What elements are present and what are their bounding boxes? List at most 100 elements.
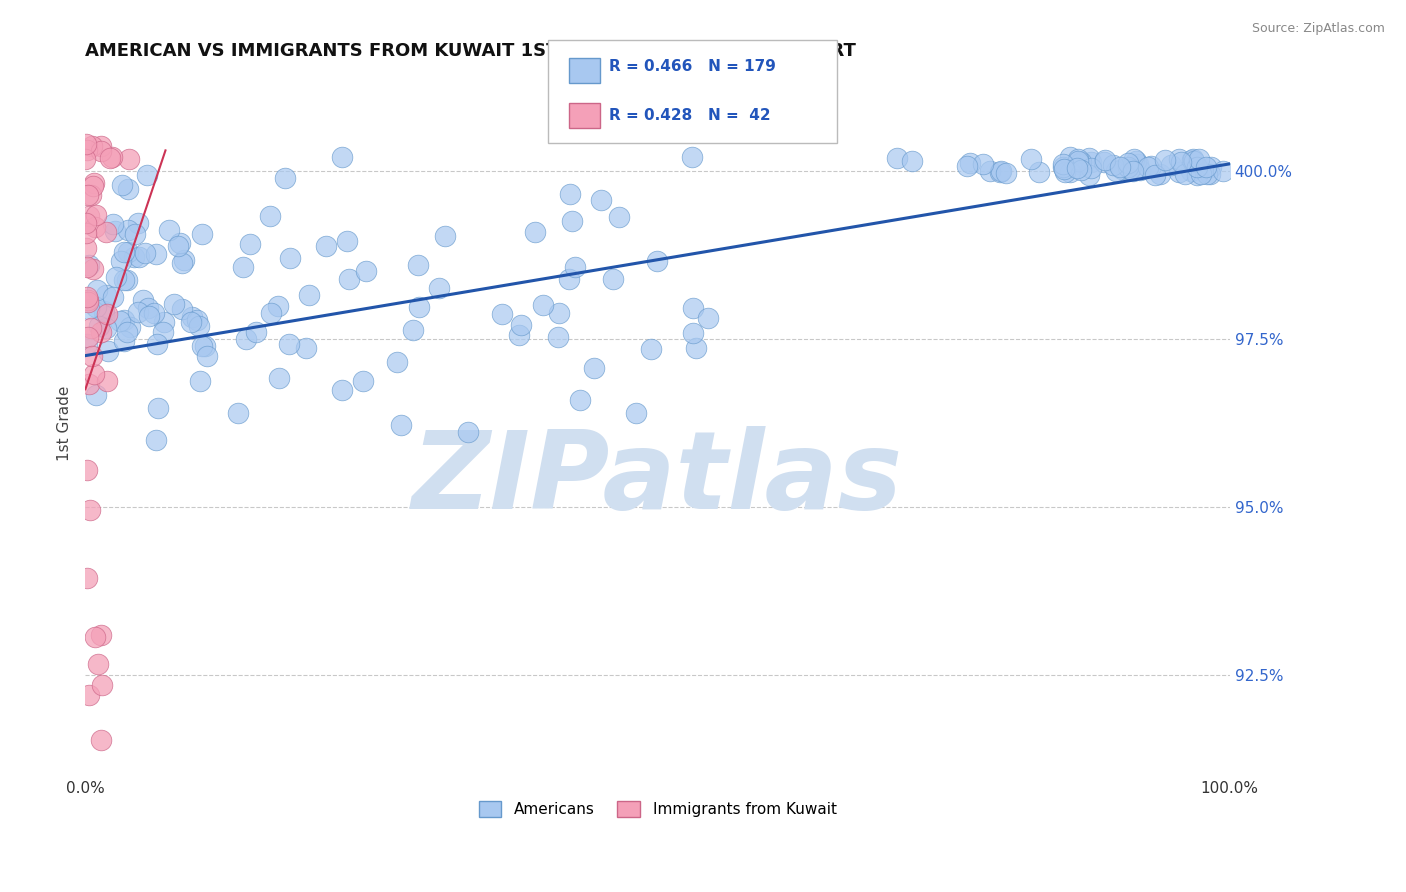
Point bbox=[76, 293, 98, 307]
Point bbox=[685, 341, 707, 355]
Point bbox=[1053, 164, 1076, 178]
Point bbox=[84, 208, 107, 222]
Point bbox=[696, 310, 718, 325]
Point bbox=[83, 176, 105, 190]
Point bbox=[1080, 154, 1102, 169]
Point bbox=[138, 310, 160, 324]
Point bbox=[112, 272, 135, 286]
Point bbox=[77, 295, 100, 310]
Point bbox=[186, 312, 208, 326]
Point bbox=[1066, 153, 1088, 168]
Point bbox=[118, 152, 141, 166]
Point bbox=[1180, 164, 1202, 178]
Text: Source: ZipAtlas.com: Source: ZipAtlas.com bbox=[1251, 22, 1385, 36]
Point bbox=[138, 301, 160, 315]
Point bbox=[112, 313, 135, 327]
Point bbox=[1199, 160, 1222, 174]
Point bbox=[564, 260, 586, 275]
Point bbox=[972, 157, 994, 171]
Point bbox=[90, 733, 112, 747]
Point bbox=[267, 299, 290, 313]
Point bbox=[145, 247, 167, 261]
Point bbox=[96, 307, 118, 321]
Point bbox=[179, 315, 201, 329]
Point bbox=[1066, 161, 1088, 176]
Point bbox=[491, 307, 513, 321]
Point bbox=[115, 325, 138, 339]
Point bbox=[94, 226, 117, 240]
Point bbox=[101, 150, 124, 164]
Point bbox=[80, 138, 103, 153]
Point bbox=[1053, 161, 1076, 176]
Point bbox=[408, 300, 430, 314]
Point bbox=[188, 374, 211, 388]
Point bbox=[1059, 165, 1081, 179]
Point bbox=[103, 290, 125, 304]
Point bbox=[77, 210, 100, 224]
Point bbox=[146, 336, 169, 351]
Point bbox=[83, 368, 105, 382]
Point bbox=[259, 209, 281, 223]
Point bbox=[1067, 153, 1090, 167]
Point bbox=[122, 250, 145, 264]
Point bbox=[332, 150, 354, 164]
Point bbox=[1185, 161, 1208, 175]
Point bbox=[136, 168, 159, 182]
Point bbox=[76, 260, 98, 275]
Point bbox=[1189, 167, 1212, 181]
Point bbox=[956, 159, 979, 173]
Point bbox=[75, 152, 97, 166]
Point bbox=[90, 325, 112, 339]
Point bbox=[682, 301, 704, 316]
Point bbox=[132, 293, 155, 307]
Point bbox=[901, 153, 924, 168]
Point bbox=[1181, 152, 1204, 166]
Point bbox=[117, 182, 139, 196]
Point bbox=[1069, 157, 1091, 171]
Point bbox=[128, 250, 150, 264]
Point bbox=[76, 330, 98, 344]
Point bbox=[1116, 160, 1139, 174]
Point bbox=[1122, 164, 1144, 178]
Point bbox=[117, 223, 139, 237]
Point bbox=[1078, 152, 1101, 166]
Point bbox=[191, 338, 214, 352]
Point bbox=[1181, 153, 1204, 167]
Point bbox=[104, 224, 127, 238]
Point bbox=[142, 306, 165, 320]
Point bbox=[602, 272, 624, 286]
Point bbox=[1170, 155, 1192, 169]
Point bbox=[402, 323, 425, 337]
Point bbox=[101, 217, 124, 231]
Point bbox=[979, 164, 1001, 178]
Point bbox=[1119, 162, 1142, 177]
Point bbox=[994, 166, 1017, 180]
Point bbox=[76, 188, 98, 202]
Point bbox=[427, 281, 450, 295]
Point bbox=[80, 188, 103, 202]
Point bbox=[457, 425, 479, 440]
Point bbox=[315, 239, 337, 253]
Point bbox=[1136, 160, 1159, 174]
Point bbox=[524, 226, 547, 240]
Point bbox=[1168, 165, 1191, 179]
Point bbox=[1052, 160, 1074, 174]
Point bbox=[1125, 154, 1147, 169]
Point bbox=[1052, 156, 1074, 170]
Point bbox=[645, 253, 668, 268]
Point bbox=[1167, 153, 1189, 167]
Point bbox=[188, 319, 211, 334]
Point bbox=[1149, 167, 1171, 181]
Point bbox=[624, 406, 647, 420]
Point bbox=[508, 328, 530, 343]
Point bbox=[433, 229, 456, 244]
Point bbox=[232, 260, 254, 274]
Point bbox=[86, 283, 108, 297]
Point bbox=[1154, 153, 1177, 168]
Point bbox=[582, 360, 605, 375]
Point bbox=[91, 678, 114, 692]
Point bbox=[245, 326, 267, 340]
Point bbox=[269, 371, 291, 385]
Point bbox=[1197, 168, 1219, 182]
Point bbox=[354, 264, 377, 278]
